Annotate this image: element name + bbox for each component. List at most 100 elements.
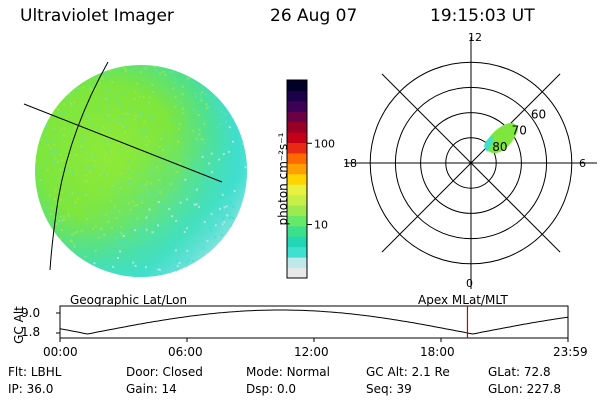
colorbar-segment [287, 152, 307, 164]
speckle-dot [139, 71, 142, 74]
speckle-dot [206, 240, 209, 243]
speckle-dot [208, 88, 211, 91]
speckle-dot [233, 87, 236, 90]
speckle-dot [82, 147, 85, 150]
speckle-dot [101, 214, 104, 217]
speckle-dot [173, 106, 176, 109]
speckle-dot [144, 184, 147, 187]
speckle-dot [63, 103, 66, 106]
speckle-dot [244, 166, 247, 169]
speckle-dot [133, 97, 136, 100]
colorbar-segment [287, 80, 307, 91]
speckle-dot [219, 181, 222, 184]
speckle-dot [88, 116, 91, 119]
speckle-dot [238, 174, 241, 177]
speckle-dot [212, 71, 215, 74]
speckle-dot [245, 98, 247, 101]
speckle-dot [132, 248, 135, 251]
speckle-dot [120, 192, 123, 195]
speckle-dot [236, 254, 239, 257]
info-door: Door: Closed [126, 365, 203, 379]
speckle-dot [170, 272, 173, 275]
speckle-dot [145, 216, 148, 219]
colorbar-segment [287, 100, 307, 112]
speckle-dot [36, 225, 39, 228]
speckle-dot [58, 219, 61, 222]
colorbar-segment [287, 132, 307, 144]
speckle-dot [98, 82, 101, 85]
speckle-dot [38, 80, 41, 83]
speckle-dot [39, 178, 42, 181]
speckle-dot [66, 170, 69, 173]
speckle-dot [137, 118, 140, 121]
speckle-dot [60, 128, 63, 131]
info-glat: GLat: 72.8 [488, 365, 551, 379]
speckle-dot [215, 71, 218, 74]
speckle-dot [61, 219, 64, 222]
speckle-dot [136, 82, 139, 85]
speckle-dot [120, 179, 123, 182]
speckle-dot [136, 204, 139, 207]
speckle-dot [64, 197, 67, 200]
speckle-dot [48, 71, 51, 74]
speckle-dot [185, 78, 188, 81]
speckle-dot [129, 219, 132, 222]
speckle-dot [71, 173, 74, 176]
speckle-dot [122, 146, 125, 149]
speckle-dot [245, 263, 247, 266]
speckle-dot [37, 71, 40, 74]
speckle-dot [209, 226, 212, 229]
speckle-dot [224, 185, 227, 188]
speckle-dot [226, 214, 229, 217]
speckle-dot [107, 247, 110, 250]
colorbar-segment [287, 225, 307, 237]
speckle-dot [101, 77, 104, 80]
speckle-dot [129, 208, 132, 211]
speckle-dot [203, 141, 206, 144]
speckle-dot [191, 129, 194, 132]
speckle-dot [157, 228, 160, 231]
speckle-dot [233, 267, 236, 270]
speckle-dot [205, 152, 208, 155]
speckle-dot [185, 261, 188, 264]
speckle-dot [228, 217, 231, 220]
speckle-dot [193, 203, 196, 206]
speckle-dot [235, 114, 238, 117]
speckle-dot [68, 185, 71, 188]
speckle-dot [186, 157, 189, 160]
speckle-dot [169, 71, 172, 74]
speckle-dot [220, 234, 223, 237]
speckle-dot [115, 93, 118, 96]
speckle-dot [229, 93, 232, 96]
speckle-dot [166, 118, 169, 121]
speckle-dot [178, 162, 181, 165]
speckle-dot [186, 198, 189, 201]
speckle-dot [62, 77, 65, 80]
auroral-image [23, 61, 247, 277]
speckle-dot [142, 234, 145, 237]
speckle-dot [184, 183, 187, 186]
speckle-dot [54, 75, 57, 78]
speckle-dot [216, 176, 219, 179]
speckle-dot [117, 240, 120, 243]
speckle-dot [199, 93, 202, 96]
speckle-dot [232, 216, 235, 219]
speckle-dot [120, 225, 123, 228]
speckle-dot [210, 196, 213, 199]
speckle-dot [162, 243, 165, 246]
speckle-dot [44, 133, 47, 136]
speckle-dot [55, 107, 58, 110]
speckle-dot [42, 72, 45, 75]
speckle-dot [209, 146, 212, 149]
speckle-dot [168, 165, 171, 168]
speckle-dot [104, 213, 107, 216]
colorbar-unit-label: photon cm⁻²s⁻¹ [276, 132, 290, 226]
speckle-dot [241, 82, 244, 85]
speckle-dot [41, 258, 44, 261]
speckle-dot [104, 113, 107, 116]
speckle-dot [69, 274, 72, 277]
speckle-dot [68, 94, 71, 97]
speckle-dot [62, 133, 65, 136]
speckle-dot [198, 133, 201, 136]
speckle-dot [82, 273, 85, 276]
